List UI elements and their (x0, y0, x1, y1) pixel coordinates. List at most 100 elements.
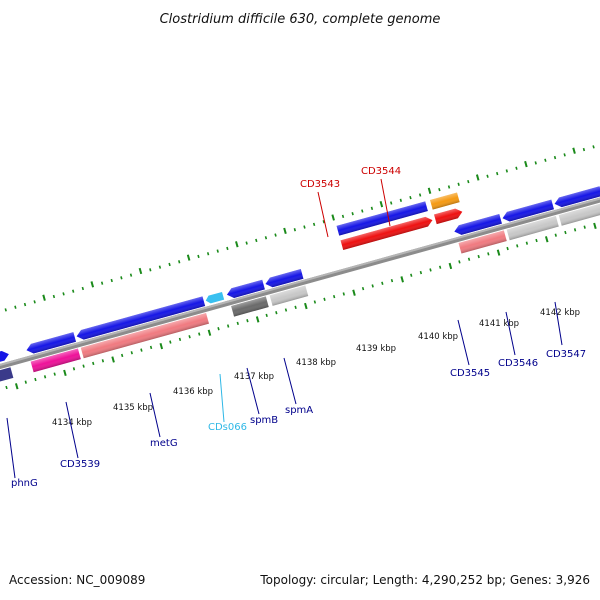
minor-tick (158, 265, 162, 269)
gene-spmA-feature[interactable] (264, 269, 304, 289)
gene-label-metG[interactable]: metG (150, 438, 178, 449)
inner-tick-ring (5, 222, 597, 390)
gene-phnG-feature[interactable] (0, 349, 10, 368)
minor-tick (293, 228, 297, 232)
minor-tick (342, 292, 345, 296)
minor-tick (323, 297, 326, 301)
major-tick (207, 329, 212, 336)
minor-tick (506, 246, 509, 251)
minor-tick (505, 169, 509, 173)
major-tick (304, 302, 308, 310)
minor-tick (140, 348, 143, 352)
gene-CD3539-feature[interactable] (25, 332, 77, 355)
minor-tick (14, 305, 17, 309)
minor-tick (564, 230, 567, 235)
minor-tick (477, 254, 480, 259)
minor-tick (92, 361, 95, 366)
minor-tick (410, 273, 413, 277)
gene-label-CDs066[interactable]: CDs066 (208, 422, 247, 433)
coordinate-label: 4142 kbp (540, 308, 580, 318)
gene-CD3544-feature[interactable] (430, 192, 464, 225)
gene-CD3547-feature[interactable] (553, 186, 600, 208)
minor-tick (381, 281, 384, 285)
minor-tick (544, 158, 547, 162)
major-tick (255, 316, 260, 323)
gene-label-CD3547[interactable]: CD3547 (546, 349, 586, 360)
minor-tick (284, 308, 288, 312)
minor-tick (81, 286, 85, 291)
gene-label-spmB[interactable]: spmB (250, 415, 278, 426)
gene-CD3543-feature[interactable] (336, 201, 434, 251)
major-tick (475, 174, 480, 181)
minor-tick (467, 179, 470, 184)
minor-tick (24, 380, 27, 384)
minor-tick (563, 153, 566, 157)
minor-tick (178, 260, 181, 264)
accession-text: Accession: NC_009089 (9, 573, 146, 587)
outer-tick-ring (4, 145, 595, 312)
minor-tick (120, 353, 124, 358)
minor-tick (573, 228, 577, 232)
minor-tick (226, 246, 229, 251)
minor-tick (516, 244, 519, 248)
minor-tick (458, 260, 461, 264)
major-tick (593, 222, 597, 230)
minor-tick (197, 254, 200, 259)
gene-spmB-feature[interactable] (226, 279, 265, 300)
minor-tick (216, 249, 219, 253)
gene-label-spmA[interactable]: spmA (285, 405, 313, 416)
major-tick (572, 147, 576, 154)
coordinate-label: 4141 kbp (479, 319, 519, 329)
gene-label-phnG[interactable]: phnG (11, 478, 38, 489)
minor-tick (129, 273, 133, 277)
minor-tick (101, 359, 105, 363)
minor-tick (303, 225, 306, 229)
gene-label-CD3539[interactable]: CD3539 (60, 459, 100, 470)
gene-label-CD3545[interactable]: CD3545 (450, 368, 490, 379)
map-title: Clostridium difficile 630, complete geno… (160, 12, 441, 27)
minor-tick (370, 206, 374, 210)
minor-tick (332, 294, 336, 299)
coordinate-label: 4137 kbp (234, 372, 274, 382)
gene-metG-feature[interactable] (75, 296, 206, 341)
major-tick (496, 249, 501, 256)
minor-tick (120, 276, 123, 280)
minor-tick (583, 225, 586, 229)
minor-tick (418, 193, 422, 197)
gene-label-CD3544[interactable]: CD3544 (361, 166, 401, 177)
minor-tick (53, 372, 56, 376)
major-tick (283, 227, 287, 235)
minor-tick (361, 209, 364, 213)
gene-label-CD3546[interactable]: CD3546 (498, 358, 538, 369)
major-tick (186, 254, 191, 261)
major-tick (111, 356, 115, 363)
minor-tick (72, 289, 75, 293)
leader-lines (6, 178, 563, 479)
gene-CD3546-feature[interactable] (501, 199, 554, 224)
coordinate-label: 4139 kbp (356, 344, 396, 354)
minor-tick (264, 236, 268, 240)
gene-CD3545-feature[interactable] (453, 214, 502, 236)
minor-tick (5, 385, 8, 390)
major-tick (138, 267, 143, 275)
gene-label-CD3543[interactable]: CD3543 (300, 179, 340, 190)
minor-tick (23, 302, 27, 307)
major-tick (331, 214, 335, 221)
minor-tick (496, 171, 499, 176)
gene-CDs066-feature[interactable] (205, 291, 225, 305)
coordinate-label: 4138 kbp (296, 358, 336, 368)
minor-tick (206, 252, 210, 256)
minor-tick (438, 187, 441, 192)
minor-tick (438, 265, 442, 269)
minor-tick (525, 241, 529, 245)
major-tick (379, 201, 384, 208)
minor-tick (294, 305, 297, 309)
minor-tick (554, 233, 557, 237)
minor-tick (168, 262, 171, 267)
topology-text: Topology: circular; Length: 4,290,252 bp… (260, 573, 590, 587)
minor-tick (226, 324, 230, 328)
minor-tick (592, 145, 595, 149)
minor-tick (341, 214, 345, 219)
coordinate-label: 4134 kbp (52, 418, 92, 428)
major-tick (14, 383, 19, 390)
